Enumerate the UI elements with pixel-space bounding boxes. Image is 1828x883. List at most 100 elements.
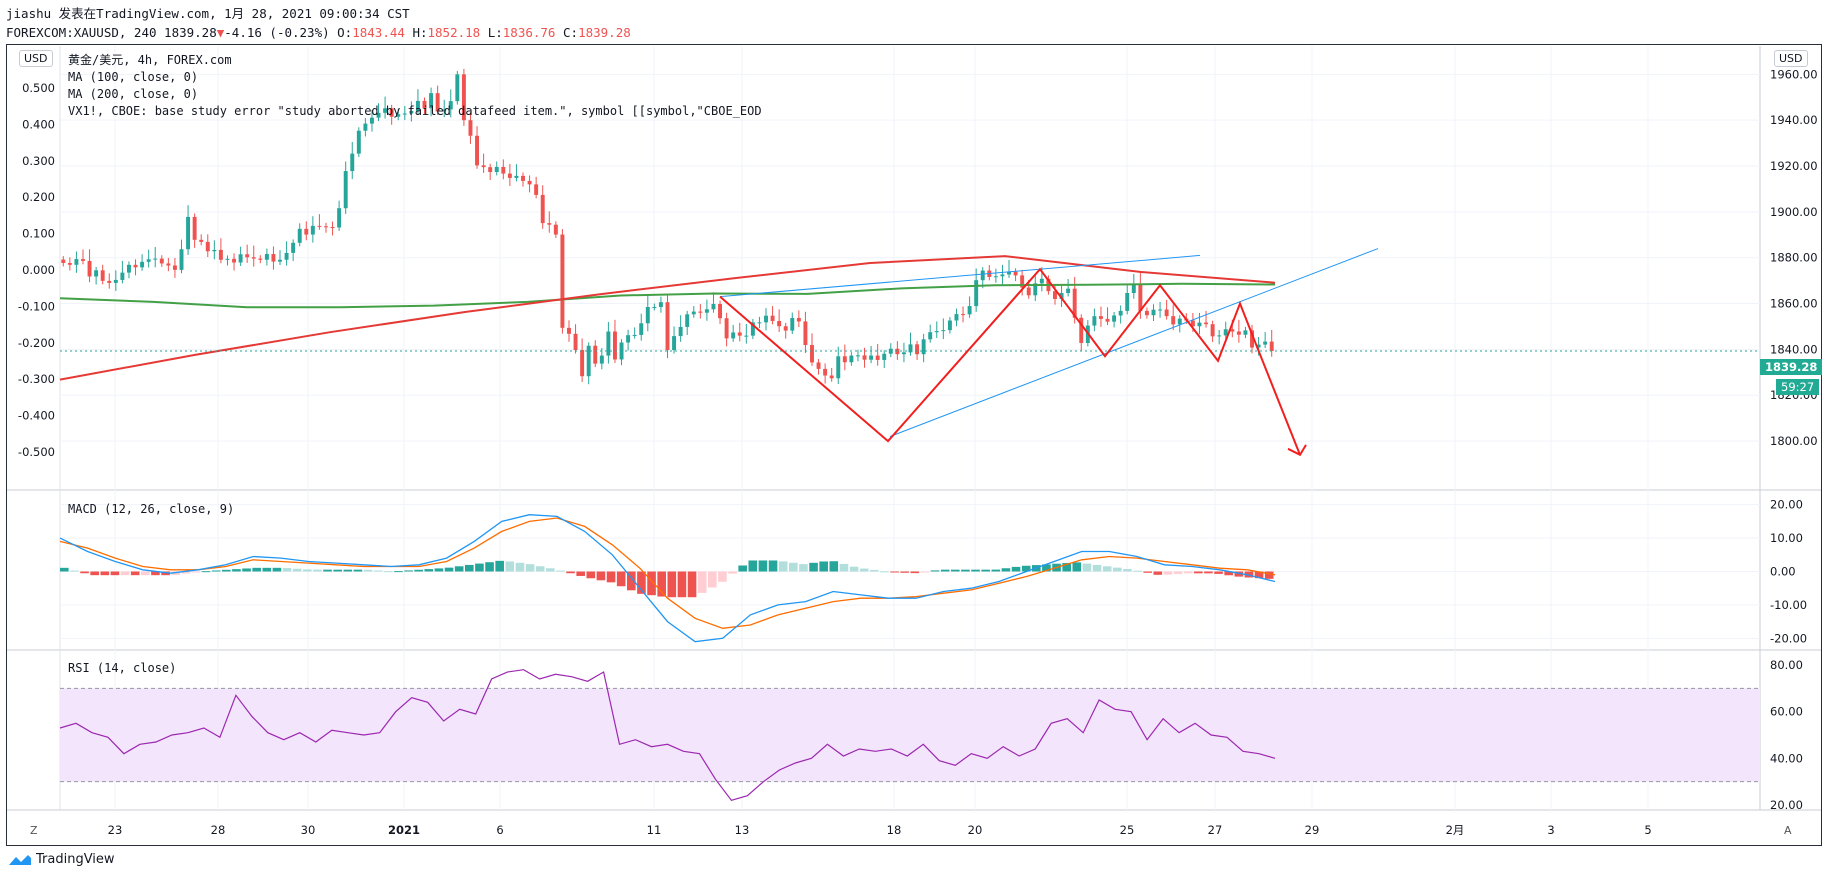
candle-body bbox=[593, 345, 598, 364]
candle-body bbox=[1125, 293, 1130, 311]
candle-body bbox=[527, 180, 532, 185]
candle-body bbox=[980, 270, 985, 281]
candle-body bbox=[770, 315, 775, 321]
candle-body bbox=[1105, 318, 1110, 322]
time-tick-label: 30 bbox=[301, 823, 316, 837]
candle-body bbox=[796, 317, 801, 322]
candle-body bbox=[875, 355, 880, 360]
candle-body bbox=[967, 306, 972, 315]
branding-text: TradingView bbox=[36, 852, 115, 867]
macd-histogram-bar bbox=[1021, 565, 1031, 572]
macd-histogram-bar bbox=[404, 570, 413, 572]
rsi-band bbox=[60, 688, 1760, 782]
macd-histogram-bar bbox=[1042, 564, 1051, 572]
candle-body bbox=[1243, 330, 1248, 335]
macd-histogram-bar bbox=[70, 570, 79, 572]
candle-body bbox=[586, 345, 591, 377]
macd-histogram-bar bbox=[677, 571, 687, 598]
right-currency-badge[interactable]: USD bbox=[1774, 50, 1808, 67]
candle-body bbox=[1256, 344, 1261, 348]
chart-frame[interactable] bbox=[6, 44, 1822, 846]
candle-body bbox=[186, 216, 191, 250]
low-label: L: bbox=[487, 25, 503, 40]
macd-histogram-bar bbox=[343, 569, 353, 572]
macd-histogram-bar bbox=[252, 567, 261, 572]
macd-tick-label: 20.00 bbox=[1770, 498, 1803, 512]
macd-histogram-bar bbox=[1062, 563, 1071, 572]
left-currency-badge[interactable]: USD bbox=[19, 50, 53, 67]
macd-histogram-bar bbox=[1011, 566, 1021, 572]
macd-histogram-bar bbox=[1102, 566, 1112, 572]
macd-legend[interactable]: MACD (12, 26, close, 9) bbox=[68, 502, 235, 516]
auto-scale-toggle[interactable]: A bbox=[1784, 824, 1792, 837]
candle-body bbox=[810, 345, 814, 363]
macd-histogram-bar bbox=[353, 569, 363, 572]
vx-error-legend[interactable]: VX1!, CBOE: base study error "study abor… bbox=[68, 104, 762, 118]
macd-histogram-bar bbox=[849, 566, 859, 572]
candle-body bbox=[481, 165, 486, 168]
candle-body bbox=[448, 101, 453, 110]
time-tick-label: 28 bbox=[211, 823, 226, 837]
macd-histogram-bar bbox=[981, 569, 990, 572]
macd-histogram-bar bbox=[920, 571, 930, 573]
candle-body bbox=[422, 100, 427, 109]
ma100-legend[interactable]: MA (100, close, 0) bbox=[68, 70, 199, 84]
candle-body bbox=[665, 302, 670, 351]
candle-body bbox=[468, 120, 473, 136]
candle-body bbox=[1164, 309, 1169, 317]
candle-body bbox=[567, 327, 571, 334]
candle-body bbox=[1210, 324, 1215, 337]
macd-histogram-bar bbox=[1254, 571, 1264, 579]
macd-histogram-bar bbox=[465, 564, 474, 572]
chart-canvas[interactable]: 1960.001940.001920.001900.001880.001860.… bbox=[0, 0, 1828, 850]
macd-histogram-bar bbox=[333, 569, 342, 572]
macd-histogram-bar bbox=[546, 568, 555, 572]
bar-countdown-tag: 59:27 bbox=[1776, 379, 1820, 395]
price-tick-label: 1960.00 bbox=[1770, 67, 1818, 81]
candle-body bbox=[678, 326, 683, 337]
time-tick-label: 20 bbox=[968, 823, 983, 837]
candle-body bbox=[1079, 317, 1084, 343]
macd-line bbox=[59, 514, 1276, 643]
macd-histogram-bar bbox=[778, 561, 788, 572]
macd-histogram-bar bbox=[130, 571, 140, 576]
macd-histogram-bar bbox=[201, 571, 211, 573]
macd-histogram-bar bbox=[718, 571, 727, 582]
candle-body bbox=[553, 224, 558, 235]
macd-histogram-bar bbox=[627, 571, 636, 591]
candle-body bbox=[534, 184, 539, 195]
candle-body bbox=[245, 254, 250, 258]
candle-body bbox=[205, 241, 210, 252]
rsi-tick-label: 80.00 bbox=[1770, 658, 1803, 672]
candle-body bbox=[343, 171, 348, 209]
macd-histogram-bar bbox=[1173, 571, 1183, 574]
close-label: C: bbox=[563, 25, 579, 40]
candle-body bbox=[258, 258, 263, 260]
candle-body bbox=[310, 225, 315, 235]
symbol-title[interactable]: 黄金/美元, 4h, FOREX.com bbox=[68, 53, 232, 67]
macd-histogram-bar bbox=[120, 571, 130, 576]
macd-signal-line bbox=[59, 517, 1276, 629]
rsi-legend[interactable]: RSI (14, close) bbox=[68, 661, 177, 675]
tradingview-branding[interactable]: TradingView bbox=[8, 852, 115, 867]
macd-histogram-bar bbox=[475, 563, 484, 572]
left-tick-label: -0.100 bbox=[18, 299, 55, 313]
macd-pane bbox=[59, 514, 1276, 643]
macd-histogram-bar bbox=[768, 560, 778, 572]
candle-body bbox=[744, 335, 749, 337]
timezone-toggle[interactable]: Z bbox=[30, 824, 38, 837]
macd-histogram-bar bbox=[647, 571, 656, 596]
candle-body bbox=[415, 100, 420, 112]
macd-histogram-bar bbox=[373, 570, 383, 572]
lower-trendline bbox=[889, 248, 1379, 437]
macd-histogram-bar bbox=[242, 568, 251, 572]
macd-histogram-bar bbox=[991, 569, 1001, 572]
macd-histogram-bar bbox=[900, 571, 909, 573]
candle-body bbox=[179, 249, 184, 270]
candle-body bbox=[934, 331, 939, 333]
candle-body bbox=[711, 304, 716, 310]
candle-body bbox=[718, 304, 723, 319]
time-tick-label: 25 bbox=[1120, 823, 1135, 837]
ma200-legend[interactable]: MA (200, close, 0) bbox=[68, 87, 199, 101]
ma200-line bbox=[59, 282, 1276, 309]
